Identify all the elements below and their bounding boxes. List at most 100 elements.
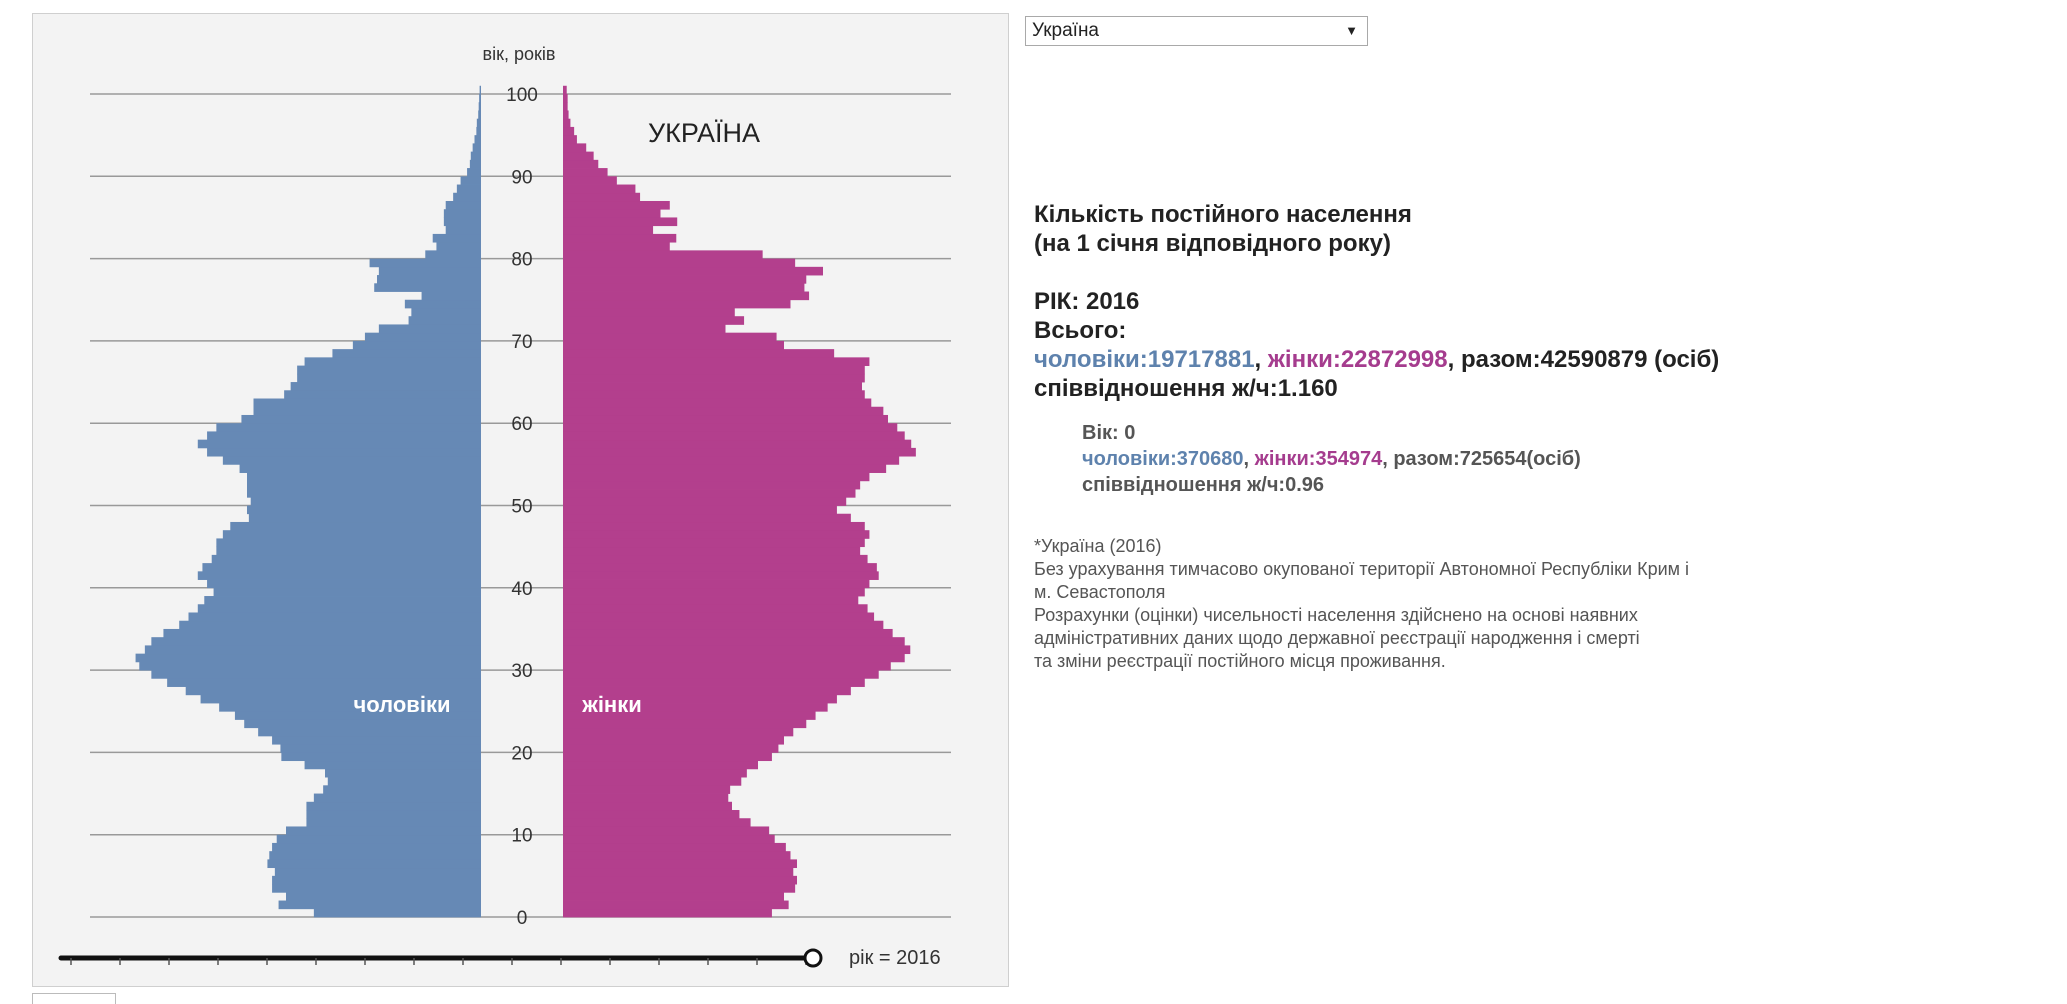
men-bar[interactable] xyxy=(304,760,481,770)
women-bar[interactable] xyxy=(563,826,770,836)
men-bar[interactable] xyxy=(411,307,481,317)
women-bar[interactable] xyxy=(563,637,905,646)
men-bar[interactable] xyxy=(204,596,482,605)
men-bar[interactable] xyxy=(179,620,481,630)
women-bar[interactable] xyxy=(563,307,735,317)
women-bar[interactable] xyxy=(563,546,861,556)
men-bar[interactable] xyxy=(445,225,481,235)
men-bar[interactable] xyxy=(378,266,481,276)
men-bar[interactable] xyxy=(247,505,481,515)
men-bar[interactable] xyxy=(272,842,481,852)
men-bar[interactable] xyxy=(284,390,481,399)
women-bar[interactable] xyxy=(563,719,807,729)
men-bar[interactable] xyxy=(197,604,482,613)
women-bar[interactable] xyxy=(563,554,868,564)
women-bar[interactable] xyxy=(563,423,898,432)
women-bar[interactable] xyxy=(563,176,617,185)
men-bar[interactable] xyxy=(234,711,481,720)
women-bar[interactable] xyxy=(563,744,779,753)
women-bar[interactable] xyxy=(563,645,911,655)
men-bar[interactable] xyxy=(207,431,482,441)
women-bar[interactable] xyxy=(563,612,875,622)
women-bar[interactable] xyxy=(563,118,571,128)
men-bar[interactable] xyxy=(139,661,481,671)
men-bar[interactable] xyxy=(478,102,481,111)
women-bar[interactable] xyxy=(563,414,888,424)
men-bar[interactable] xyxy=(241,414,481,424)
women-bar[interactable] xyxy=(563,390,865,399)
men-bar[interactable] xyxy=(369,258,481,268)
women-bar[interactable] xyxy=(563,810,740,819)
women-bar[interactable] xyxy=(563,102,568,111)
men-bar[interactable] xyxy=(474,135,482,144)
women-bar[interactable] xyxy=(563,628,893,638)
men-bar[interactable] xyxy=(352,340,481,350)
women-bar[interactable] xyxy=(563,727,794,737)
men-bar[interactable] xyxy=(167,678,481,687)
women-bar[interactable] xyxy=(563,703,828,712)
women-bar[interactable] xyxy=(563,480,861,490)
men-bar[interactable] xyxy=(230,521,481,531)
men-bar[interactable] xyxy=(258,727,481,737)
women-bar[interactable] xyxy=(563,184,636,194)
women-bar[interactable] xyxy=(563,538,865,548)
men-bar[interactable] xyxy=(297,365,481,375)
women-bar[interactable] xyxy=(563,464,887,473)
men-bar[interactable] xyxy=(211,554,481,564)
women-bar[interactable] xyxy=(563,851,791,860)
men-bar[interactable] xyxy=(216,423,481,432)
women-bar[interactable] xyxy=(563,447,916,457)
men-bar[interactable] xyxy=(432,233,481,243)
men-bar[interactable] xyxy=(281,752,481,762)
men-bar[interactable] xyxy=(144,645,481,655)
women-bar[interactable] xyxy=(563,316,745,325)
women-bar[interactable] xyxy=(563,711,816,720)
women-bar[interactable] xyxy=(563,357,870,366)
women-bar[interactable] xyxy=(563,456,900,465)
men-bar[interactable] xyxy=(378,324,481,334)
women-bar[interactable] xyxy=(563,686,851,696)
men-bar[interactable] xyxy=(222,456,481,465)
women-bar[interactable] xyxy=(563,85,567,95)
men-bar[interactable] xyxy=(244,719,481,729)
women-bar[interactable] xyxy=(563,760,758,770)
men-bar[interactable] xyxy=(313,793,481,803)
women-bar[interactable] xyxy=(563,563,877,572)
women-bar[interactable] xyxy=(563,406,884,416)
men-bar[interactable] xyxy=(253,398,482,408)
men-bar[interactable] xyxy=(216,538,481,548)
women-bar[interactable] xyxy=(563,242,670,251)
women-bar[interactable] xyxy=(563,908,772,918)
men-bar[interactable] xyxy=(478,110,481,120)
men-bar[interactable] xyxy=(453,192,481,202)
women-bar[interactable] xyxy=(563,159,599,169)
women-bar[interactable] xyxy=(563,785,731,794)
men-bar[interactable] xyxy=(248,513,481,523)
men-bar[interactable] xyxy=(476,118,481,128)
women-bar[interactable] xyxy=(563,373,865,383)
men-bar[interactable] xyxy=(425,250,481,259)
women-bar[interactable] xyxy=(563,842,786,852)
men-bar[interactable] xyxy=(185,686,481,696)
men-bar[interactable] xyxy=(219,703,481,712)
women-bar[interactable] xyxy=(563,365,865,375)
men-bar[interactable] xyxy=(306,810,481,819)
women-bar[interactable] xyxy=(563,143,587,153)
men-bar[interactable] xyxy=(377,275,481,284)
men-bar[interactable] xyxy=(469,159,481,169)
men-bar[interactable] xyxy=(286,826,481,836)
women-bar[interactable] xyxy=(563,291,810,301)
women-bar[interactable] xyxy=(563,530,870,539)
men-bar[interactable] xyxy=(163,628,481,638)
women-bar[interactable] xyxy=(563,900,789,910)
men-bar[interactable] xyxy=(467,168,481,177)
women-bar[interactable] xyxy=(563,168,608,177)
men-bar[interactable] xyxy=(200,694,482,704)
women-bar[interactable] xyxy=(563,793,729,803)
women-bar[interactable] xyxy=(563,892,784,901)
men-bar[interactable] xyxy=(247,489,481,498)
men-bar[interactable] xyxy=(313,908,481,918)
women-bar[interactable] xyxy=(563,200,670,210)
men-bar[interactable] xyxy=(443,217,481,227)
women-bar[interactable] xyxy=(563,604,868,613)
